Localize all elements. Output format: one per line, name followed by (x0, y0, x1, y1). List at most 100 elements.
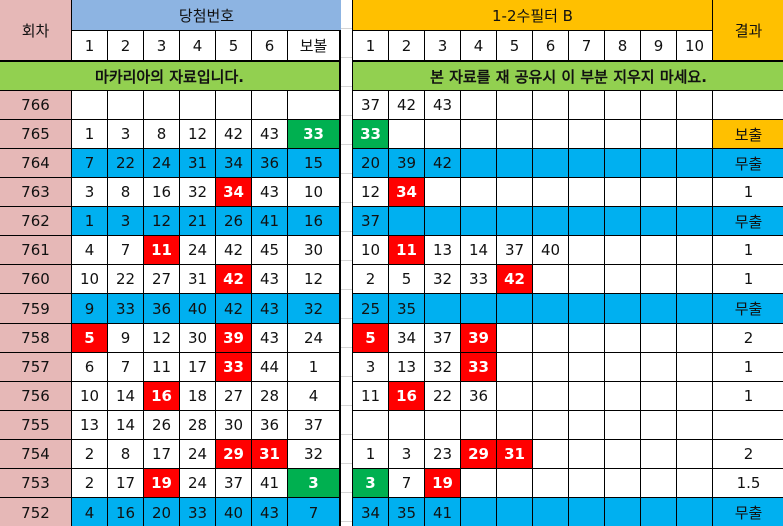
filter-cell[interactable] (569, 178, 604, 206)
filter-cell[interactable] (569, 265, 604, 293)
filter-cell[interactable]: 3 (353, 469, 388, 497)
filter-cell[interactable] (569, 469, 604, 497)
filter-cell[interactable] (569, 149, 604, 177)
filter-cell[interactable] (389, 120, 424, 148)
number-cell[interactable]: 22 (108, 149, 143, 177)
round-cell[interactable]: 756 (0, 382, 71, 410)
round-cell[interactable]: 759 (0, 294, 71, 323)
filter-cell[interactable] (497, 324, 532, 352)
filter-cell[interactable] (425, 207, 460, 235)
filter-cell[interactable]: 42 (497, 265, 532, 293)
number-cell[interactable]: 16 (144, 382, 179, 410)
number-cell[interactable]: 5 (72, 324, 107, 352)
number-cell[interactable]: 33 (180, 498, 215, 526)
filter-cell[interactable] (569, 236, 604, 264)
result-cell[interactable]: 1 (713, 178, 783, 206)
number-cell[interactable]: 11 (144, 353, 179, 381)
number-cell[interactable]: 6 (72, 353, 107, 381)
number-cell[interactable]: 1 (72, 120, 107, 148)
filter-cell[interactable]: 43 (425, 91, 460, 119)
filter-cell[interactable]: 19 (425, 469, 460, 497)
number-cell[interactable]: 1 (72, 207, 107, 235)
filter-cell[interactable] (641, 382, 676, 410)
filter-cell[interactable]: 41 (425, 498, 460, 526)
result-cell[interactable]: 무출 (713, 149, 783, 177)
number-cell[interactable] (180, 91, 215, 119)
filter-cell[interactable]: 2 (353, 265, 388, 293)
filter-cell[interactable] (569, 91, 604, 119)
number-cell[interactable]: 9 (72, 294, 107, 323)
number-cell[interactable]: 34 (216, 178, 251, 206)
filter-cell[interactable] (677, 498, 712, 526)
number-cell[interactable]: 24 (180, 469, 215, 497)
filter-cell[interactable] (641, 353, 676, 381)
filter-cell[interactable]: 37 (497, 236, 532, 264)
number-cell[interactable]: 40 (216, 498, 251, 526)
result-cell[interactable]: 2 (713, 440, 783, 468)
number-cell[interactable]: 44 (252, 353, 287, 381)
number-cell[interactable]: 43 (252, 120, 287, 148)
number-cell[interactable]: 36 (144, 294, 179, 323)
number-cell[interactable]: 43 (252, 294, 287, 323)
number-cell[interactable]: 17 (180, 353, 215, 381)
filter-cell[interactable]: 33 (461, 265, 496, 293)
number-cell[interactable] (216, 91, 251, 119)
filter-cell[interactable] (533, 120, 568, 148)
filter-cell[interactable] (497, 91, 532, 119)
round-cell[interactable]: 763 (0, 178, 71, 206)
filter-cell[interactable] (677, 294, 712, 323)
number-cell[interactable]: 43 (252, 498, 287, 526)
filter-cell[interactable]: 25 (353, 294, 388, 323)
result-cell[interactable]: 1 (713, 382, 783, 410)
round-cell[interactable]: 755 (0, 411, 71, 439)
filter-cell[interactable]: 39 (389, 149, 424, 177)
filter-cell[interactable] (641, 411, 676, 439)
number-cell[interactable]: 39 (216, 324, 251, 352)
filter-cell[interactable] (353, 411, 388, 439)
filter-cell[interactable] (677, 353, 712, 381)
filter-cell[interactable]: 11 (389, 236, 424, 264)
number-cell[interactable]: 30 (216, 411, 251, 439)
number-cell[interactable]: 3 (108, 120, 143, 148)
filter-cell[interactable] (569, 382, 604, 410)
filter-cell[interactable]: 35 (389, 498, 424, 526)
filter-cell[interactable]: 12 (353, 178, 388, 206)
filter-cell[interactable]: 7 (389, 469, 424, 497)
filter-cell[interactable] (677, 91, 712, 119)
number-cell[interactable]: 31 (252, 440, 287, 468)
number-cell[interactable]: 17 (108, 469, 143, 497)
result-cell[interactable]: 보출 (713, 120, 783, 148)
number-cell[interactable]: 34 (216, 149, 251, 177)
filter-cell[interactable]: 5 (353, 324, 388, 352)
filter-cell[interactable] (641, 91, 676, 119)
round-cell[interactable]: 764 (0, 149, 71, 177)
number-cell[interactable]: 30 (180, 324, 215, 352)
filter-cell[interactable] (533, 207, 568, 235)
filter-cell[interactable] (497, 207, 532, 235)
filter-cell[interactable] (641, 207, 676, 235)
filter-cell[interactable] (461, 469, 496, 497)
filter-cell[interactable] (461, 120, 496, 148)
number-cell[interactable] (252, 91, 287, 119)
filter-cell[interactable]: 31 (497, 440, 532, 468)
bonus-cell[interactable]: 4 (288, 382, 339, 410)
filter-cell[interactable]: 1 (353, 440, 388, 468)
round-cell[interactable]: 761 (0, 236, 71, 264)
number-cell[interactable]: 8 (144, 120, 179, 148)
number-cell[interactable]: 7 (108, 236, 143, 264)
bonus-cell[interactable]: 37 (288, 411, 339, 439)
filter-cell[interactable] (605, 382, 640, 410)
filter-cell[interactable]: 11 (353, 382, 388, 410)
number-cell[interactable]: 8 (108, 440, 143, 468)
filter-cell[interactable] (641, 440, 676, 468)
number-cell[interactable]: 22 (108, 265, 143, 293)
bonus-cell[interactable]: 33 (288, 120, 339, 148)
round-cell[interactable]: 766 (0, 91, 71, 119)
round-cell[interactable]: 760 (0, 265, 71, 293)
filter-cell[interactable] (605, 265, 640, 293)
filter-cell[interactable]: 37 (353, 91, 388, 119)
filter-cell[interactable] (461, 498, 496, 526)
filter-cell[interactable] (497, 382, 532, 410)
bonus-cell[interactable]: 12 (288, 265, 339, 293)
filter-cell[interactable] (425, 294, 460, 323)
